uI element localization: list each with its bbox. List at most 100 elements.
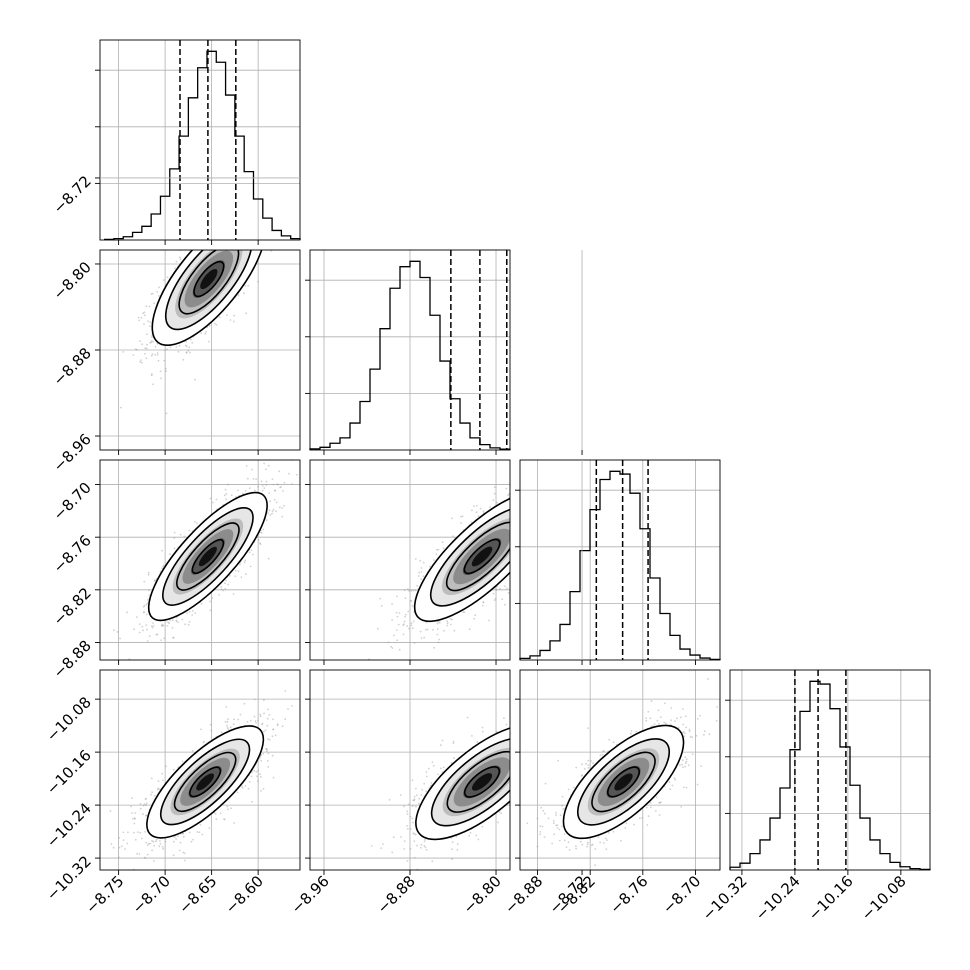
scatter-point — [269, 500, 272, 503]
scatter-point — [411, 627, 414, 630]
y-tick-label: −8.88 — [50, 344, 95, 389]
scatter-point — [178, 849, 181, 852]
scatter-point — [393, 634, 395, 637]
scatter-point — [514, 532, 516, 534]
scatter-point — [161, 624, 164, 627]
scatter-point — [518, 536, 520, 538]
scatter-point — [499, 587, 501, 590]
scatter-point — [257, 539, 260, 541]
scatter-point — [249, 247, 251, 249]
scatter-point — [265, 747, 268, 750]
scatter-point — [162, 565, 165, 568]
scatter-point — [260, 531, 263, 534]
scatter-point — [246, 477, 249, 480]
scatter-point — [251, 800, 253, 803]
scatter-point — [511, 554, 513, 556]
scatter-point — [488, 619, 490, 622]
scatter-point — [295, 473, 298, 476]
scatter-point — [248, 551, 251, 554]
scatter-point — [232, 246, 234, 248]
scatter-point — [223, 248, 225, 250]
scatter-point — [390, 645, 392, 648]
scatter-point — [211, 597, 214, 599]
scatter-point — [200, 728, 202, 731]
scatter-point — [224, 721, 227, 723]
scatter-point — [410, 600, 413, 602]
scatter-point — [412, 589, 415, 592]
scatter-point — [230, 494, 233, 497]
scatter-point — [220, 245, 222, 247]
scatter-point — [516, 502, 518, 504]
scatter-point — [512, 521, 514, 523]
scatter-point — [395, 629, 398, 631]
scatter-point — [144, 831, 147, 833]
scatter-point — [146, 640, 149, 642]
scatter-point — [281, 507, 284, 509]
panel-border — [99, 459, 301, 661]
scatter-point — [157, 787, 160, 790]
scatter-point — [414, 589, 417, 592]
scatter-point — [512, 515, 514, 517]
scatter-point — [149, 842, 152, 845]
density-shade — [471, 546, 493, 567]
scatter-point — [223, 494, 226, 497]
scatter-point — [117, 856, 120, 859]
scatter-point — [517, 560, 519, 562]
scatter-point — [169, 346, 172, 349]
scatter-point — [279, 486, 281, 489]
scatter-point — [274, 489, 277, 492]
scatter-point — [246, 248, 248, 250]
scatter-point — [227, 718, 229, 720]
scatter-point — [227, 728, 230, 731]
scatter-point — [422, 561, 425, 564]
scatter-point — [138, 853, 141, 855]
scatter-point — [134, 838, 137, 841]
scatter-point — [237, 570, 240, 573]
scatter-point — [514, 527, 516, 529]
scatter-point — [511, 535, 513, 537]
scatter-point — [223, 242, 225, 244]
scatter-point — [511, 525, 513, 527]
scatter-point — [243, 561, 246, 564]
scatter-point — [182, 835, 185, 838]
scatter-point — [231, 247, 233, 249]
scatter-point — [244, 559, 247, 562]
scatter-point — [233, 314, 236, 317]
scatter-point — [237, 247, 239, 249]
scatter-point — [171, 626, 174, 629]
scatter-point — [215, 498, 218, 501]
scatter-point — [147, 598, 149, 601]
scatter-point — [474, 614, 477, 617]
scatter-point — [166, 625, 169, 627]
scatter-point — [266, 724, 269, 727]
scatter-point — [161, 623, 163, 626]
scatter-point — [516, 549, 518, 551]
scatter-point — [177, 621, 180, 624]
scatter-point — [495, 589, 498, 591]
scatter-point — [182, 358, 185, 361]
scatter-point — [516, 566, 518, 568]
scatter-point — [200, 603, 203, 605]
scatter-point — [511, 482, 513, 484]
scatter-point — [438, 638, 441, 641]
scatter-point — [237, 240, 239, 242]
scatter-point — [157, 359, 160, 362]
scatter-point — [260, 790, 262, 792]
scatter-point — [235, 244, 237, 246]
scatter-point — [377, 627, 379, 630]
scatter-point — [172, 769, 175, 771]
scatter-point — [477, 515, 480, 517]
scatter-point — [272, 508, 275, 511]
scatter-point — [479, 507, 482, 510]
scatter-point — [141, 625, 144, 628]
scatter-point — [172, 636, 175, 639]
scatter-point — [272, 728, 275, 731]
histogram-step-line — [519, 470, 721, 661]
scatter-point — [236, 791, 239, 794]
scatter-point — [175, 260, 178, 263]
scatter-point — [222, 241, 224, 243]
scatter-point — [395, 611, 398, 614]
scatter-point — [239, 241, 241, 243]
scatter-point — [441, 541, 444, 544]
